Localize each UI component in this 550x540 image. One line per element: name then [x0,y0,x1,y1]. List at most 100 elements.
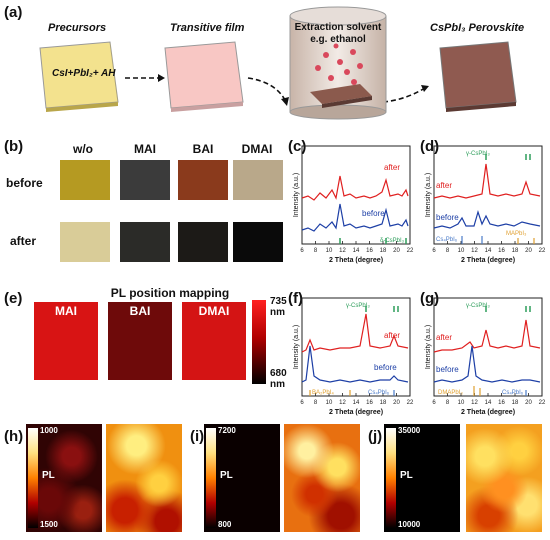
xrd-xlabel: 2 Theta (degree) [461,409,515,416]
transitive-film-title: Transitive film [170,22,245,34]
perovskite-title: CsPbI₃ Perovskite [430,22,525,34]
colorbar-bottom-value: 680 [270,368,287,379]
xrd-tick-label: 20 [393,400,400,406]
f-ba-label: BA₂PbI₄ [312,390,334,396]
xrd-tick-label: 6 [300,400,304,406]
f-before-label: before [374,363,397,372]
xrd-ylabel: Intensity (a.u.) [293,325,300,369]
swatch-after-mai [120,222,170,262]
xrd-chart-f: 6 8 10 12 14 16 18 20 22 2 Theta (degree) Intensit… [293,297,414,416]
xrd-tick-label: 16 [498,248,505,254]
xrd-chart-g: 6 8 10 12 14 16 18 20 22 2 Theta (degree) Intensit… [425,297,546,416]
xrd-tick-label: 18 [380,400,387,406]
pl-position-colorbar [252,300,266,384]
xrd-tick-label: 22 [407,400,414,406]
xrd-tick-label: 22 [407,248,414,254]
xrd-tick-label: 8 [446,400,450,406]
pl-map-h-after [106,424,182,532]
f-gamma-label: γ-CsPbI₃ [346,303,370,309]
col-label-wo: w/o [73,142,93,156]
xrd-tick-label: 6 [432,248,436,254]
colorbar-i [206,428,216,528]
panel-label-j: (j) [368,428,383,445]
xrd-tick-label: 10 [326,400,333,406]
perovskite-film [439,41,517,112]
g-dma-label: DMAPbI₃ [438,390,463,396]
xrd-ylabel: Intensity (a.u.) [293,173,300,217]
row-label-after: after [10,234,37,248]
g-after-label: after [436,333,452,342]
pl-map-bai [108,302,172,380]
c-after-label: after [384,163,400,172]
map-label-bai: BAI [129,304,151,318]
i-pl-label: PL [220,470,233,481]
j-top-value: 35000 [398,426,421,435]
h-top-value: 1000 [40,426,58,435]
col-label-bai: BAI [192,142,214,156]
j-bottom-value: 10000 [398,520,421,529]
xrd-xlabel: 2 Theta (degree) [329,257,383,264]
colorbar-top-unit: nm [270,307,285,318]
extraction-solvent-example: e.g. ethanol [310,34,366,45]
swatch-before-wo [60,160,110,200]
colorbar-j [386,428,396,528]
xrd-tick-label: 8 [314,400,318,406]
swatch-before-mai [120,160,170,200]
colorbar-bottom-unit: nm [270,379,285,390]
map-label-dmai: DMAI [198,304,230,318]
precursors-title: Precursors [48,22,107,34]
arrow-3 [382,87,426,103]
xrd-tick-label: 12 [339,248,346,254]
d-cs4-label: Cs₄PbI₆ [436,237,458,243]
xrd-tick-label: 16 [366,248,373,254]
xrd-tick-label: 12 [471,400,478,406]
precursor-formula: CsI+PbI₂+ AH [52,68,116,79]
swatch-after-wo [60,222,110,262]
h-bottom-value: 1500 [40,520,58,529]
xrd-tick-label: 18 [380,248,387,254]
d-gamma-label: γ-CsPbI₃ [466,151,490,157]
i-bottom-value: 800 [218,520,232,529]
panel-label-a: (a) [4,4,23,21]
colorbar-top-value: 735 [270,296,287,307]
transitive-film [164,41,244,112]
j-pl-label: PL [400,470,413,481]
g-before-label: before [436,365,459,374]
xrd-tick-label: 16 [498,400,505,406]
xrd-tick-label: 10 [458,400,465,406]
xrd-tick-label: 8 [314,248,318,254]
pl-map-j-after [466,424,542,532]
f-cs4-label: Cs₄PbI₆ [368,390,390,396]
beaker-icon [289,6,387,120]
row-label-before: before [6,176,43,190]
swatch-before-dmai [233,160,283,200]
pl-mapping-title: PL position mapping [110,286,230,300]
xrd-tick-label: 20 [525,248,532,254]
xrd-tick-label: 14 [353,400,360,406]
extraction-solvent-title: Extraction solvent [294,22,382,33]
f-after-label: after [384,331,400,340]
xrd-tick-label: 16 [366,400,373,406]
xrd-tick-label: 14 [353,248,360,254]
xrd-ylabel: Intensity (a.u.) [425,325,432,369]
col-label-mai: MAI [134,142,156,156]
xrd-xlabel: 2 Theta (degree) [461,257,515,264]
xrd-tick-label: 22 [539,400,546,406]
xrd-tick-label: 20 [393,248,400,254]
pl-map-h-before [26,424,102,532]
xrd-tick-label: 18 [512,248,519,254]
g-gamma-label: γ-CsPbI₃ [466,303,490,309]
xrd-tick-label: 20 [525,400,532,406]
process-schematic [39,6,517,120]
panel-label-b: (b) [4,138,24,155]
pl-map-i-before [204,424,280,532]
c-phase-label: δ-CsPbI₃ [380,238,405,244]
swatch-after-dmai [233,222,283,262]
swatch-before-bai [178,160,228,200]
panel-label-i: (i) [190,428,205,445]
d-before-label: before [436,213,459,222]
xrd-tick-label: 12 [339,400,346,406]
xrd-tick-label: 22 [539,248,546,254]
col-label-dmai: DMAI [241,142,273,156]
i-top-value: 7200 [218,426,236,435]
